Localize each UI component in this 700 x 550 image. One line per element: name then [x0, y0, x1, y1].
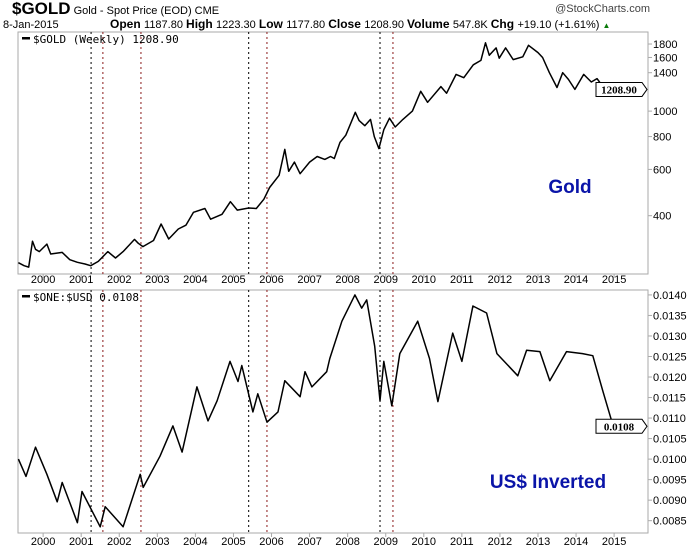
last-value-tag — [595, 81, 648, 97]
y-tick-label: 1400 — [653, 68, 677, 80]
price-line — [17, 294, 616, 528]
last-value-label: 0.0108 — [604, 421, 635, 433]
x-tick-label: 2009 — [373, 536, 397, 548]
quote-label-low: Low — [258, 17, 287, 31]
y-tick-label: 0.0125 — [653, 351, 687, 363]
x-tick-label: 2004 — [183, 274, 207, 286]
x-tick-label: 2001 — [69, 274, 93, 286]
quote-value-close: 1208.90 — [364, 19, 408, 31]
quote-label-close: Close — [328, 17, 365, 31]
y-tick-label: 800 — [653, 132, 671, 144]
quote-date: 8-Jan-2015 — [3, 19, 59, 31]
quote-label-volume: Volume — [407, 17, 453, 31]
x-tick-label: 2001 — [69, 536, 93, 548]
x-tick-label: 2011 — [450, 274, 474, 286]
x-tick-label: 2014 — [564, 536, 588, 548]
y-tick-label: 0.0090 — [653, 495, 687, 507]
y-tick-label: 0.0100 — [653, 454, 687, 466]
quote-label-high: High — [186, 17, 217, 31]
quote-value-low: 1177.80 — [286, 19, 329, 31]
x-tick-label: 2008 — [335, 274, 359, 286]
y-tick-label: 1000 — [653, 106, 677, 118]
x-tick-label: 2015 — [602, 274, 626, 286]
x-tick-label: 2011 — [450, 536, 474, 548]
y-tick-label: 400 — [653, 211, 671, 223]
symbol: $GOLD — [12, 0, 71, 18]
y-tick-label: 0.0110 — [653, 413, 686, 425]
x-tick-label: 2013 — [526, 274, 550, 286]
panel-2: 2000 2001 2002 2003 2004 2005 2006 2007 2008 2009… — [17, 289, 687, 548]
y-tick-label: 0.0135 — [653, 310, 687, 322]
x-tick-label: 2007 — [297, 536, 321, 548]
last-value-label: 1208.90 — [601, 84, 637, 96]
change-up-arrow-icon: ▲ — [602, 21, 611, 30]
x-tick-label: 2005 — [221, 536, 245, 548]
y-tick-label: 600 — [653, 164, 671, 176]
y-tick-label: 0.0140 — [653, 290, 687, 302]
x-tick-label: 2003 — [145, 274, 169, 286]
legend-swatch — [22, 295, 30, 298]
x-tick-label: 2014 — [564, 274, 588, 286]
x-tick-label: 2015 — [602, 536, 626, 548]
x-tick-label: 2000 — [31, 274, 55, 286]
x-tick-label: 2009 — [373, 274, 397, 286]
y-tick-label: 0.0115 — [653, 393, 686, 405]
legend-label: $GOLD (Weekly) 1208.90 — [33, 33, 179, 46]
y-tick-label: 1600 — [653, 52, 677, 64]
y-tick-label: 0.0095 — [653, 475, 687, 487]
quote-label-chg: Chg — [490, 17, 518, 31]
chart-title: $GOLD Gold - Spot Price (EOD) CME — [12, 0, 219, 20]
plot-area — [17, 289, 649, 534]
quote-label-open: Open — [110, 17, 145, 31]
plot-area — [17, 31, 649, 275]
watermark: @StockCharts.com — [555, 3, 650, 15]
x-tick-label: 2000 — [31, 536, 55, 548]
quote-value-chg: +19.10 (+1.61%) — [517, 19, 603, 31]
y-tick-label: 0.0120 — [653, 372, 687, 384]
x-tick-label: 2008 — [335, 536, 359, 548]
price-line — [18, 42, 616, 268]
series-annotation: US$ Inverted — [490, 472, 606, 493]
legend-label: $ONE:$USD 0.0108 — [33, 291, 139, 304]
x-tick-label: 2004 — [183, 536, 207, 548]
series-annotation: Gold — [548, 177, 591, 198]
quote-value-high: 1223.30 — [216, 19, 259, 31]
instrument-name: Gold - Spot Price (EOD) — [73, 5, 192, 17]
quote-bar: Open 1187.80 High 1223.30 Low 1177.80 Cl… — [110, 18, 610, 32]
exchange: CME — [194, 5, 220, 17]
y-tick-label: 0.0130 — [653, 331, 687, 343]
x-tick-label: 2007 — [297, 274, 321, 286]
x-tick-label: 2002 — [107, 536, 131, 548]
x-tick-label: 2002 — [107, 274, 131, 286]
x-tick-label: 2010 — [412, 536, 436, 548]
x-tick-label: 2010 — [412, 274, 436, 286]
quote-value-open: 1187.80 — [144, 19, 187, 31]
x-tick-label: 2012 — [488, 274, 512, 286]
x-tick-label: 2003 — [145, 536, 169, 548]
last-value-tag — [595, 418, 648, 434]
panel-1: 2000 2001 2002 2003 2004 2005 2006 2007 2008 2009… — [17, 31, 677, 286]
y-tick-label: 0.0085 — [653, 516, 687, 528]
quote-value-volume: 547.8K — [452, 19, 491, 31]
x-tick-label: 2005 — [221, 274, 245, 286]
x-tick-label: 2012 — [488, 536, 512, 548]
legend-swatch — [22, 37, 30, 40]
y-tick-label: 0.0105 — [653, 434, 687, 446]
y-tick-label: 1800 — [653, 39, 677, 51]
x-tick-label: 2006 — [259, 536, 283, 548]
x-tick-label: 2013 — [526, 536, 550, 548]
x-tick-label: 2006 — [259, 274, 283, 286]
